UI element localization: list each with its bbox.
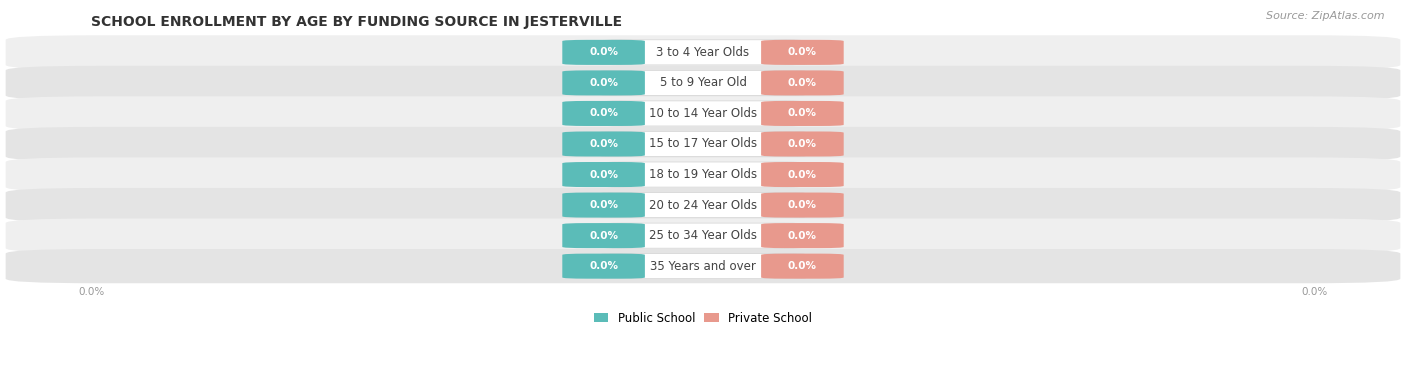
FancyBboxPatch shape: [562, 254, 645, 279]
Text: SCHOOL ENROLLMENT BY AGE BY FUNDING SOURCE IN JESTERVILLE: SCHOOL ENROLLMENT BY AGE BY FUNDING SOUR…: [91, 15, 623, 29]
FancyBboxPatch shape: [761, 70, 844, 95]
FancyBboxPatch shape: [761, 254, 844, 279]
Text: 0.0%: 0.0%: [787, 200, 817, 210]
Text: 10 to 14 Year Olds: 10 to 14 Year Olds: [650, 107, 756, 120]
FancyBboxPatch shape: [761, 162, 844, 187]
FancyBboxPatch shape: [599, 101, 807, 126]
Text: 0.0%: 0.0%: [589, 261, 619, 271]
Text: 20 to 24 Year Olds: 20 to 24 Year Olds: [650, 199, 756, 211]
FancyBboxPatch shape: [599, 162, 807, 187]
FancyBboxPatch shape: [6, 188, 1400, 222]
FancyBboxPatch shape: [599, 70, 807, 95]
FancyBboxPatch shape: [761, 132, 844, 156]
FancyBboxPatch shape: [562, 132, 645, 156]
FancyBboxPatch shape: [562, 162, 645, 187]
FancyBboxPatch shape: [562, 193, 645, 218]
FancyBboxPatch shape: [562, 70, 645, 95]
Text: 0.0%: 0.0%: [589, 231, 619, 241]
Text: 18 to 19 Year Olds: 18 to 19 Year Olds: [650, 168, 756, 181]
Text: 0.0%: 0.0%: [787, 231, 817, 241]
Text: 0.0%: 0.0%: [787, 170, 817, 179]
Text: 0.0%: 0.0%: [589, 48, 619, 57]
FancyBboxPatch shape: [6, 249, 1400, 283]
FancyBboxPatch shape: [562, 101, 645, 126]
FancyBboxPatch shape: [562, 223, 645, 248]
Text: 0.0%: 0.0%: [589, 170, 619, 179]
FancyBboxPatch shape: [6, 97, 1400, 130]
Text: 0.0%: 0.0%: [787, 261, 817, 271]
FancyBboxPatch shape: [6, 127, 1400, 161]
Text: 0.0%: 0.0%: [589, 109, 619, 118]
Text: 0.0%: 0.0%: [787, 139, 817, 149]
Text: 15 to 17 Year Olds: 15 to 17 Year Olds: [650, 138, 756, 150]
FancyBboxPatch shape: [599, 132, 807, 156]
FancyBboxPatch shape: [6, 66, 1400, 100]
Text: 5 to 9 Year Old: 5 to 9 Year Old: [659, 77, 747, 89]
FancyBboxPatch shape: [562, 40, 645, 65]
Text: 0.0%: 0.0%: [787, 78, 817, 88]
FancyBboxPatch shape: [599, 223, 807, 248]
Legend: Public School, Private School: Public School, Private School: [589, 307, 817, 329]
Text: 0.0%: 0.0%: [787, 48, 817, 57]
Text: Source: ZipAtlas.com: Source: ZipAtlas.com: [1267, 11, 1385, 21]
Text: 0.0%: 0.0%: [589, 139, 619, 149]
FancyBboxPatch shape: [6, 219, 1400, 253]
Text: 35 Years and over: 35 Years and over: [650, 260, 756, 273]
FancyBboxPatch shape: [761, 101, 844, 126]
FancyBboxPatch shape: [6, 158, 1400, 192]
Text: 0.0%: 0.0%: [589, 78, 619, 88]
Text: 25 to 34 Year Olds: 25 to 34 Year Olds: [650, 229, 756, 242]
Text: 0.0%: 0.0%: [787, 109, 817, 118]
Text: 3 to 4 Year Olds: 3 to 4 Year Olds: [657, 46, 749, 59]
FancyBboxPatch shape: [599, 40, 807, 65]
FancyBboxPatch shape: [761, 40, 844, 65]
FancyBboxPatch shape: [761, 193, 844, 218]
FancyBboxPatch shape: [6, 35, 1400, 69]
Text: 0.0%: 0.0%: [589, 200, 619, 210]
FancyBboxPatch shape: [599, 193, 807, 218]
FancyBboxPatch shape: [599, 254, 807, 279]
FancyBboxPatch shape: [761, 223, 844, 248]
